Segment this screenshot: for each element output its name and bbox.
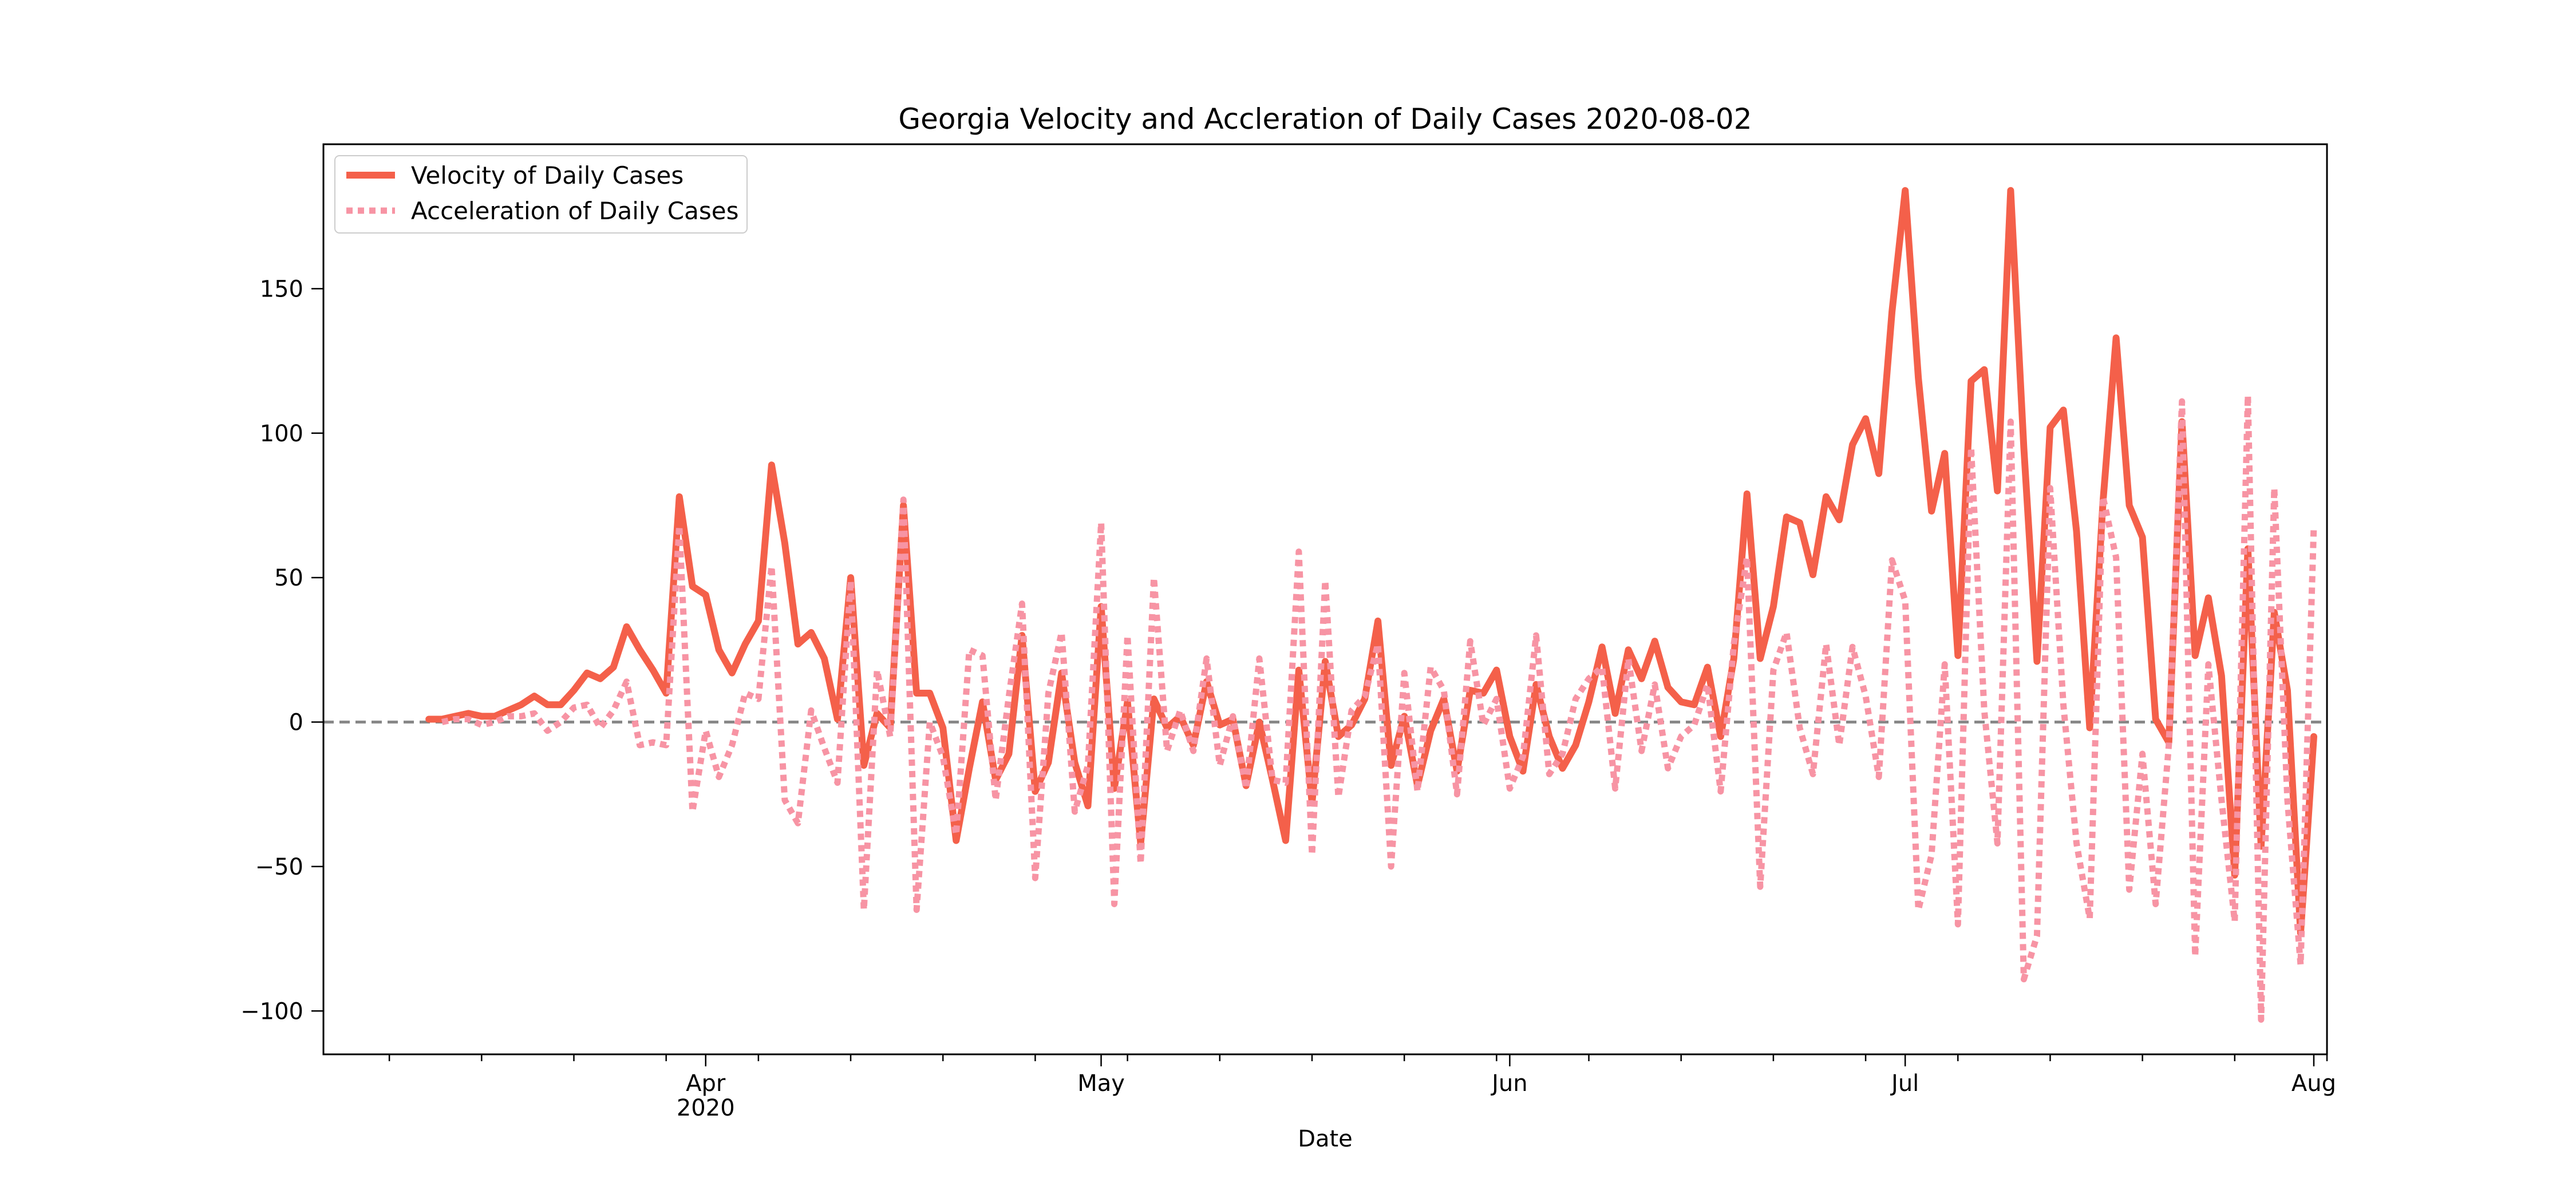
y-tick-label: 100	[260, 421, 303, 447]
plot-frame	[322, 143, 2328, 1055]
chart-title: Georgia Velocity and Accleration of Dail…	[898, 102, 1752, 136]
y-tick-label: 0	[289, 710, 303, 736]
x-axis-label: Date	[1298, 1126, 1353, 1152]
legend-label-velocity: Velocity of Daily Cases	[411, 161, 683, 189]
x-tick-sublabel: 2020	[677, 1095, 735, 1121]
x-tick-label: Aug	[2291, 1070, 2336, 1097]
x-tick-label: May	[1077, 1070, 1125, 1097]
y-tick-label: −50	[255, 854, 303, 880]
legend-frame	[334, 155, 748, 234]
y-tick-label: 150	[260, 276, 303, 302]
y-tick-label: 50	[274, 565, 303, 591]
x-tick-label: Jun	[1490, 1070, 1528, 1097]
x-tick-label: Jul	[1890, 1070, 1919, 1097]
legend: Velocity of Daily Cases Acceleration of …	[334, 155, 748, 234]
y-tick-label: −100	[240, 998, 303, 1025]
legend-label-acceleration: Acceleration of Daily Cases	[411, 197, 738, 225]
x-tick-label: Apr	[686, 1070, 726, 1097]
